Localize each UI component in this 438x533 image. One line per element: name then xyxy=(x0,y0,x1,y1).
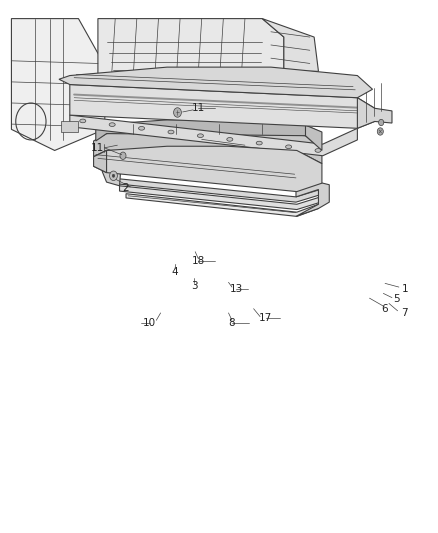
Ellipse shape xyxy=(109,123,115,126)
Polygon shape xyxy=(296,182,329,216)
Ellipse shape xyxy=(256,141,262,145)
Text: 18: 18 xyxy=(191,256,205,266)
Ellipse shape xyxy=(168,130,174,134)
Polygon shape xyxy=(96,120,321,141)
Polygon shape xyxy=(70,115,357,156)
Text: 13: 13 xyxy=(230,284,243,294)
Ellipse shape xyxy=(138,126,145,130)
Polygon shape xyxy=(357,98,392,128)
Text: 6: 6 xyxy=(381,304,388,314)
Circle shape xyxy=(112,174,115,177)
Circle shape xyxy=(120,152,126,159)
Polygon shape xyxy=(305,125,322,150)
Text: 11: 11 xyxy=(90,143,104,153)
Text: 5: 5 xyxy=(393,294,399,304)
Ellipse shape xyxy=(286,145,292,149)
Polygon shape xyxy=(262,19,318,71)
Polygon shape xyxy=(94,150,106,173)
Polygon shape xyxy=(59,67,372,98)
Polygon shape xyxy=(126,193,318,216)
Polygon shape xyxy=(94,146,322,191)
Ellipse shape xyxy=(315,149,321,152)
Text: 7: 7 xyxy=(401,308,407,318)
Text: 8: 8 xyxy=(229,318,235,328)
Circle shape xyxy=(110,171,117,181)
Circle shape xyxy=(173,108,181,117)
Polygon shape xyxy=(120,186,321,209)
Text: 3: 3 xyxy=(191,281,198,291)
Ellipse shape xyxy=(80,119,86,123)
Polygon shape xyxy=(102,166,120,186)
Text: 2: 2 xyxy=(123,183,129,193)
Ellipse shape xyxy=(198,134,203,138)
Text: 10: 10 xyxy=(143,318,156,328)
Text: 11: 11 xyxy=(191,103,205,114)
Circle shape xyxy=(378,119,384,126)
Ellipse shape xyxy=(227,138,233,141)
Polygon shape xyxy=(70,85,374,128)
Text: 1: 1 xyxy=(402,284,408,294)
Text: 4: 4 xyxy=(172,267,178,277)
Polygon shape xyxy=(61,122,78,132)
Circle shape xyxy=(377,128,383,135)
Polygon shape xyxy=(98,19,284,87)
Text: 17: 17 xyxy=(259,313,272,323)
Polygon shape xyxy=(11,19,106,150)
Polygon shape xyxy=(115,179,320,202)
Polygon shape xyxy=(94,131,322,164)
